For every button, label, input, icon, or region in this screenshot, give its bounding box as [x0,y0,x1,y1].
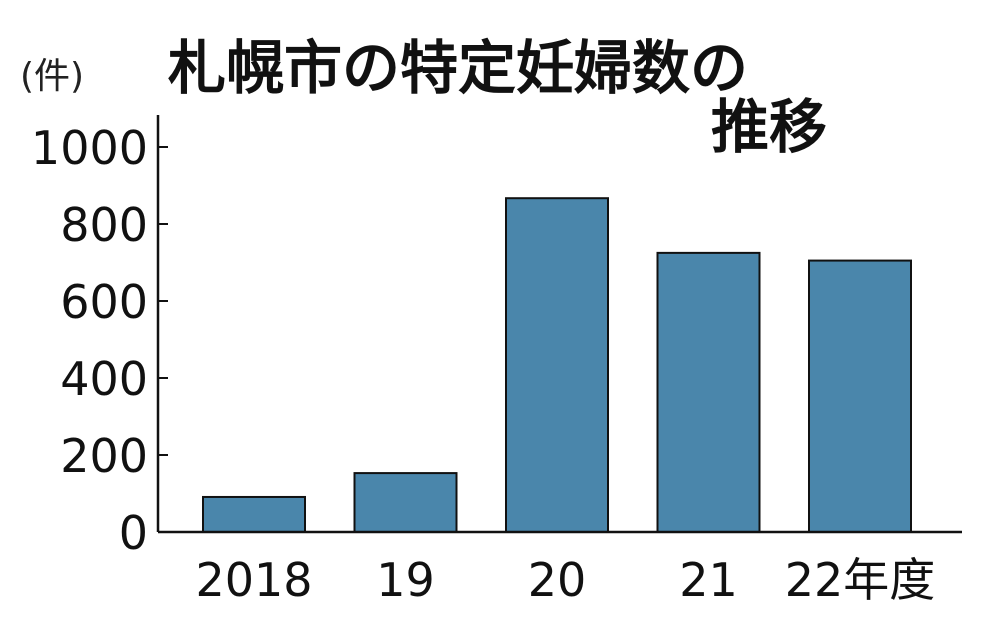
bar [353,472,458,533]
y-axis: 0 200 400 600 800 1000 [31,115,168,560]
x-tick-label: 20 [528,553,587,607]
x-tick-label: 19 [376,553,435,607]
x-axis: 2018 19 20 21 22年度 [158,530,962,607]
chart-title-line-2: 推移 [711,93,827,161]
y-tick-label: 1000 [31,121,148,175]
x-tick-label: 21 [679,553,738,607]
bar [656,251,761,533]
y-tick-label: 800 [60,198,148,252]
y-tick-label: 200 [60,429,148,483]
x-tick-label: 22年度 [785,553,936,607]
bar [202,495,306,533]
bar [808,259,912,533]
bar [505,197,609,534]
bars [202,197,912,534]
chart-title-line-1: 札幌市の特定妊婦数の [168,34,748,102]
y-tick-label: 600 [60,275,148,329]
x-tick-label: 2018 [195,553,312,607]
y-tick-label: 400 [60,352,148,406]
y-tick-label: 0 [119,506,148,560]
y-axis-unit-label: (件) [20,56,84,97]
